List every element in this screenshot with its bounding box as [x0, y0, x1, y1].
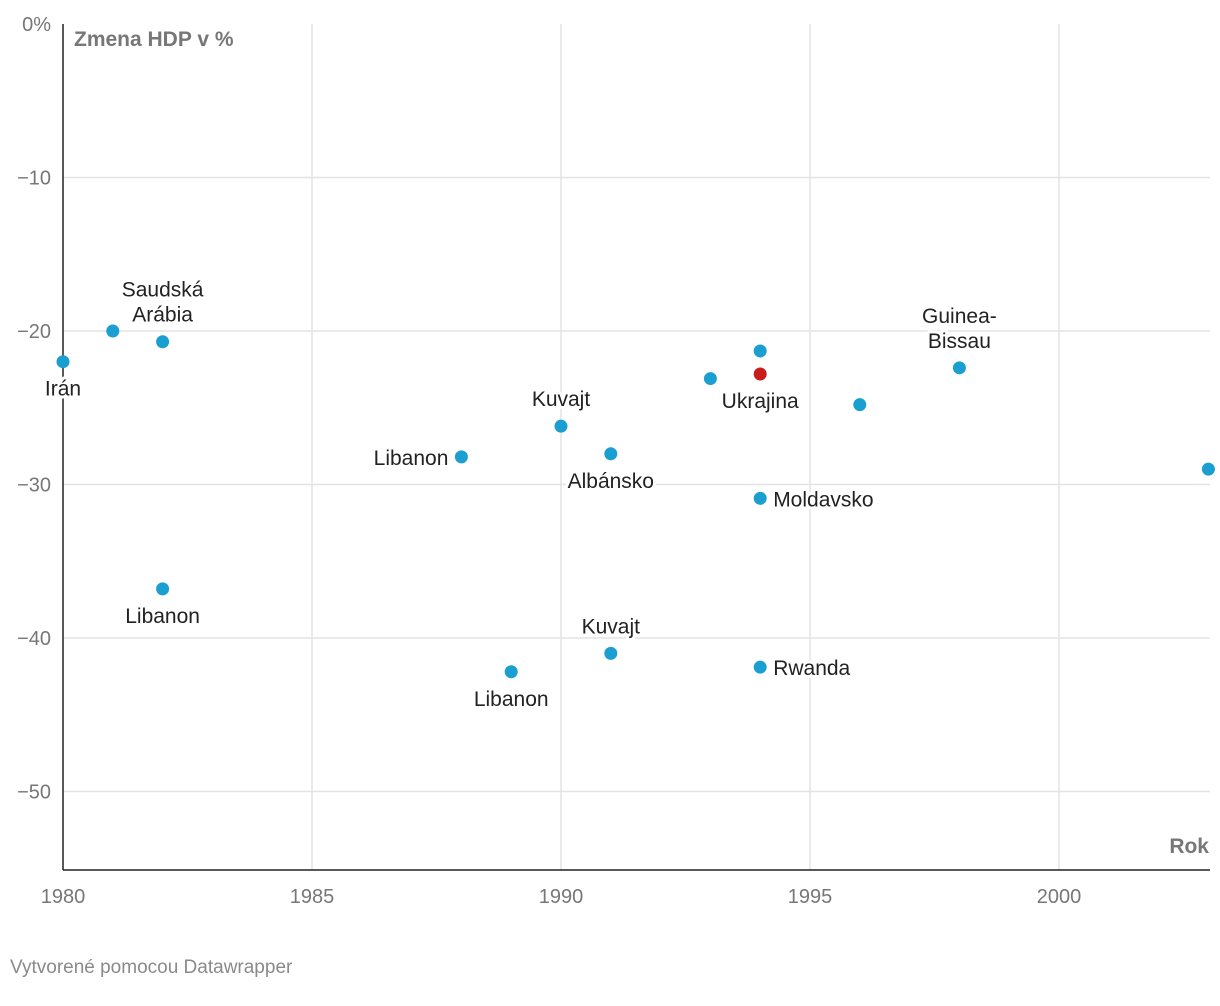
x-axis-title: Rok: [1169, 835, 1209, 858]
point-label-halo: Libanon: [125, 605, 200, 628]
tick-labels: 1980198519901995200020052010201520202025…: [17, 14, 1082, 908]
grid-lines: [63, 24, 1210, 870]
data-points: [56, 324, 1215, 679]
point-label-halo: Libanon: [474, 688, 549, 711]
point-label-text: Guinea-: [922, 305, 997, 328]
point-label-halo: Arábia: [132, 304, 193, 327]
data-point: [703, 372, 717, 386]
y-tick-label: 0%: [22, 14, 51, 36]
x-tick-label: 1985: [290, 886, 335, 908]
point-label-halo: Albánsko: [568, 470, 654, 493]
point-label-halo: Saudská: [122, 279, 204, 302]
point-label-text: Ukrajina: [722, 390, 799, 413]
point-label-text: Libanon: [474, 688, 549, 711]
point-label-text: Libanon: [374, 447, 449, 470]
point-label-text: Rwanda: [773, 657, 850, 680]
point-label-halo: Ukrajina: [722, 390, 799, 413]
point-label-text: Arábia: [132, 304, 193, 327]
data-point: [454, 450, 468, 464]
point-label-halo: Moldavsko: [773, 488, 873, 511]
data-point: [106, 324, 120, 338]
data-point: [554, 419, 568, 433]
y-tick-label: −40: [17, 628, 51, 650]
credit-footer: Vytvorené pomocou Datawrapper: [10, 957, 293, 978]
y-tick-label: −10: [17, 168, 51, 190]
x-tick-label: 1990: [539, 886, 584, 908]
point-label-halo: Bissau: [928, 330, 991, 353]
point-label-text: Bissau: [928, 330, 991, 353]
point-label-text: Libanon: [125, 605, 200, 628]
x-tick-label: 1980: [41, 886, 86, 908]
y-axis-title: Zmena HDP v %: [74, 28, 234, 51]
point-label-halo: Libanon: [374, 447, 449, 470]
y-tick-label: −20: [17, 321, 51, 343]
point-label-text: Albánsko: [568, 470, 654, 493]
point-label-halo: Kuvajt: [532, 388, 591, 411]
point-label-text: Moldavsko: [773, 488, 873, 511]
data-point: [56, 355, 70, 369]
data-point: [604, 646, 618, 660]
data-point: [753, 491, 767, 505]
data-point: [753, 367, 767, 381]
point-label-text: Kuvajt: [582, 615, 641, 638]
data-point: [156, 582, 170, 596]
data-point: [1201, 462, 1215, 476]
x-tick-label: 1995: [788, 886, 833, 908]
point-label-text: Kuvajt: [532, 388, 591, 411]
data-point: [604, 447, 618, 461]
gdp-change-scatter-chart: 1980198519901995200020052010201520202025…: [17, 14, 1220, 908]
data-point: [753, 660, 767, 674]
axes: [62, 24, 1210, 871]
x-tick-label: 2000: [1037, 886, 1082, 908]
point-label-text: Irán: [45, 378, 81, 401]
point-label-halo: Guinea-: [922, 305, 997, 328]
data-point: [952, 361, 966, 375]
point-label-halo: Irán: [45, 378, 81, 401]
data-point: [504, 665, 518, 679]
data-point: [156, 335, 170, 349]
point-label-halo: Rwanda: [773, 657, 850, 680]
data-point: [753, 344, 767, 358]
point-label-text: Saudská: [122, 279, 204, 302]
point-label-halo: Kuvajt: [582, 615, 641, 638]
data-point: [853, 398, 867, 412]
y-tick-label: −50: [17, 782, 51, 804]
y-tick-label: −30: [17, 475, 51, 497]
